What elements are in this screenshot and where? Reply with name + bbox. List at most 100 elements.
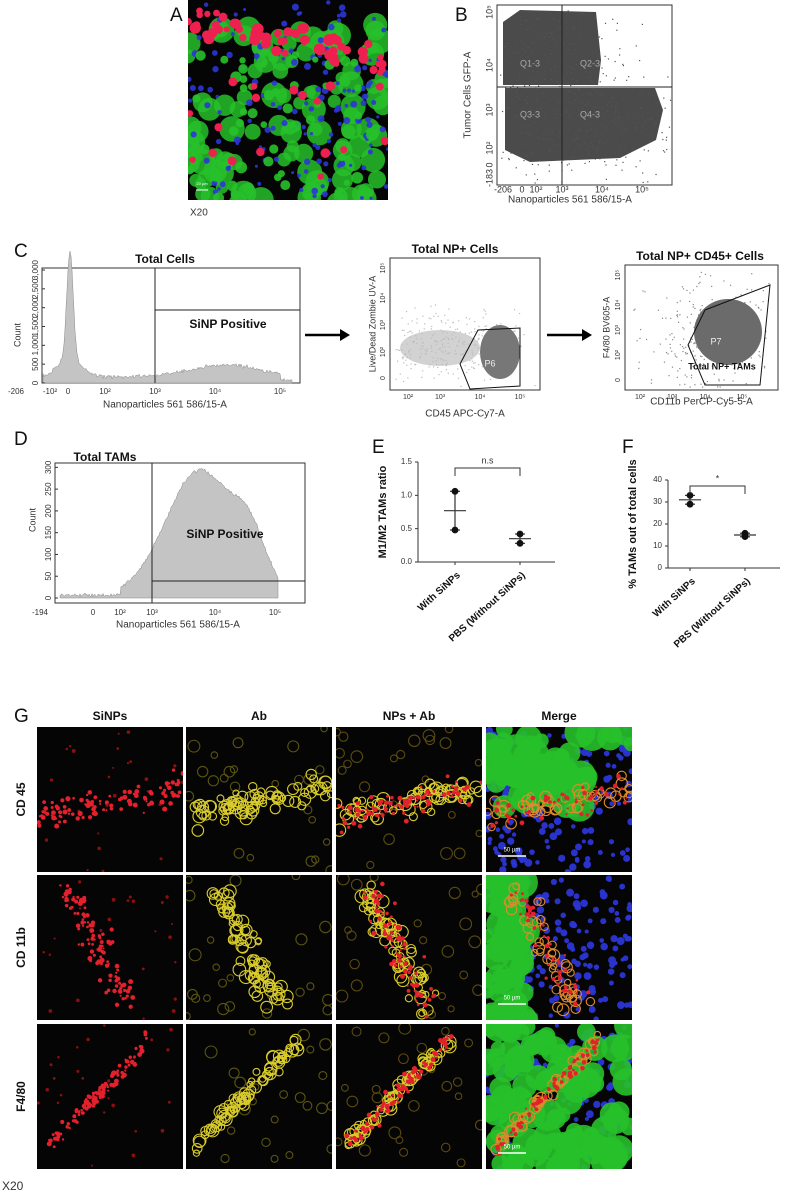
cell — [231, 190, 240, 199]
event — [419, 349, 420, 350]
event — [432, 335, 433, 336]
cell — [299, 188, 303, 192]
cell — [562, 989, 566, 993]
y-tick-label: 200 — [44, 504, 53, 518]
event — [532, 51, 533, 52]
event — [683, 348, 684, 349]
significance-bracket — [455, 468, 520, 476]
event — [672, 367, 673, 368]
cell — [576, 992, 578, 994]
event — [615, 151, 616, 152]
cell — [417, 991, 420, 994]
event — [608, 58, 609, 59]
cell — [479, 781, 482, 784]
event — [569, 43, 570, 44]
cell — [521, 806, 524, 809]
event — [730, 285, 731, 286]
event — [612, 97, 613, 98]
cell — [175, 783, 179, 787]
event — [485, 313, 486, 314]
cell — [105, 809, 107, 811]
cell — [215, 25, 223, 33]
event — [595, 158, 596, 159]
cell — [120, 1071, 124, 1075]
event — [653, 351, 654, 352]
event — [622, 64, 623, 65]
cell — [128, 802, 133, 807]
cell — [433, 790, 436, 793]
cell — [586, 1110, 594, 1118]
event — [444, 315, 445, 316]
cell — [381, 137, 390, 146]
cell — [612, 946, 618, 952]
cell — [76, 816, 80, 820]
event — [549, 150, 550, 151]
cell — [547, 964, 550, 967]
cell — [274, 157, 279, 162]
event — [474, 362, 475, 363]
cell — [340, 11, 346, 17]
cell — [559, 976, 562, 979]
cell — [86, 794, 88, 796]
cell — [482, 1022, 497, 1037]
cell — [212, 66, 218, 72]
cell — [79, 907, 81, 909]
cell — [172, 768, 175, 771]
y-tick-label: 10⁴ — [484, 58, 494, 72]
event — [396, 379, 397, 380]
event — [686, 290, 687, 291]
cell — [224, 26, 230, 32]
event — [693, 306, 694, 307]
cell — [236, 142, 239, 145]
cell — [564, 938, 569, 943]
cell — [88, 1103, 92, 1107]
cell — [544, 976, 547, 979]
event — [694, 355, 695, 356]
event — [579, 25, 580, 26]
event — [421, 345, 422, 346]
cell — [193, 21, 199, 27]
cell — [80, 1109, 82, 1111]
cell — [65, 889, 69, 893]
event — [508, 158, 509, 159]
cell — [100, 1094, 104, 1098]
event — [612, 19, 613, 20]
event — [636, 166, 637, 167]
event — [404, 335, 405, 336]
event — [459, 338, 460, 339]
cell — [386, 1106, 388, 1108]
cell — [111, 1104, 115, 1108]
cell — [41, 815, 46, 820]
cell — [72, 749, 76, 753]
cell — [620, 1118, 638, 1136]
event — [605, 164, 606, 165]
cell — [455, 781, 457, 783]
cell — [127, 899, 130, 902]
event — [517, 35, 518, 36]
event — [405, 360, 406, 361]
event — [677, 377, 678, 378]
event — [442, 364, 443, 365]
event — [527, 133, 528, 134]
cell — [119, 807, 123, 811]
cell — [281, 21, 287, 27]
cell — [283, 27, 292, 36]
cell — [621, 958, 625, 962]
event — [407, 377, 408, 378]
cell — [568, 990, 572, 994]
cell — [568, 1066, 572, 1070]
cell — [42, 951, 45, 954]
cell — [564, 968, 567, 971]
cell — [494, 808, 499, 813]
event — [606, 179, 607, 180]
event — [762, 301, 763, 302]
cell — [124, 1069, 126, 1071]
event — [409, 349, 410, 350]
cell — [592, 1045, 597, 1050]
event — [642, 24, 643, 25]
cell — [226, 52, 232, 58]
cell — [106, 960, 109, 963]
event — [442, 332, 443, 333]
event — [567, 49, 568, 50]
cell — [414, 989, 417, 992]
